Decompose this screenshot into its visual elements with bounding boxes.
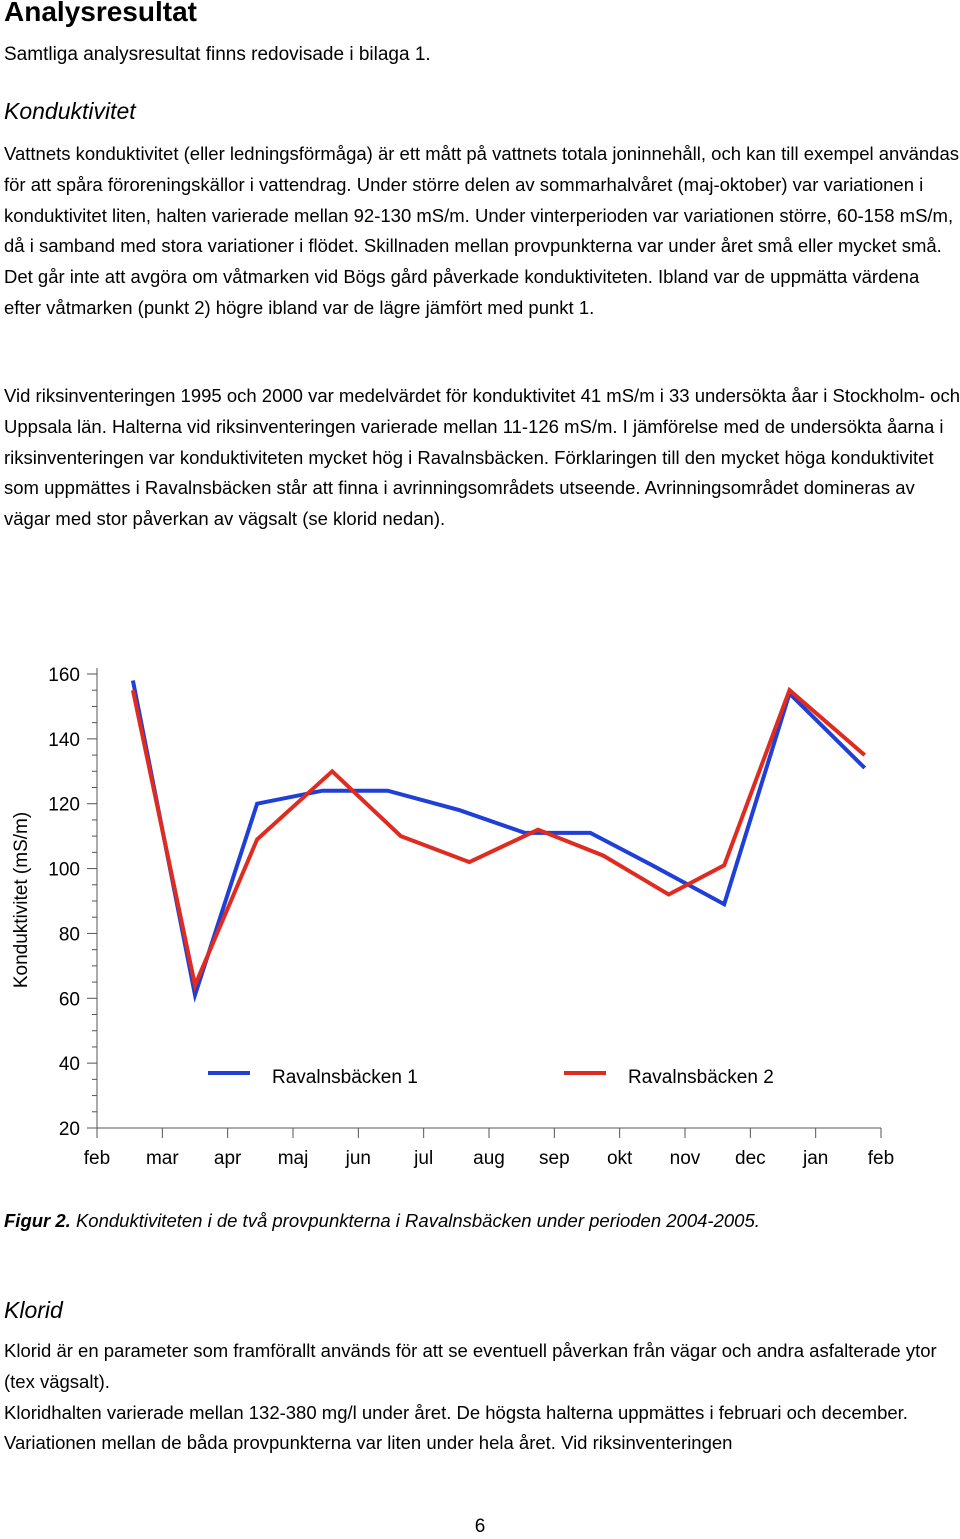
y-tick-label: 60 bbox=[59, 989, 80, 1010]
x-tick-label: feb bbox=[868, 1148, 894, 1169]
figure-caption: Figur 2. Konduktiviteten i de två provpu… bbox=[4, 1210, 760, 1232]
x-tick-label: nov bbox=[670, 1148, 701, 1169]
section-title-konduktivitet: Konduktivitet bbox=[4, 98, 136, 124]
y-axis: 20 40 60 80 100 120 140 160 bbox=[48, 665, 97, 1140]
x-tick-label: jun bbox=[345, 1148, 371, 1169]
figure-caption-text: Konduktiviteten i de två provpunkterna i… bbox=[70, 1210, 760, 1231]
chart-frame bbox=[96, 668, 881, 1129]
x-tick-label: jan bbox=[802, 1148, 828, 1169]
y-tick-label: 120 bbox=[48, 795, 80, 816]
y-tick-label: 20 bbox=[59, 1119, 80, 1140]
x-tick-label: aug bbox=[473, 1148, 505, 1169]
chart-series bbox=[130, 680, 867, 1003]
intro-text: Samtliga analysresultat finns redovisade… bbox=[4, 44, 431, 65]
x-tick-label: okt bbox=[607, 1148, 633, 1169]
y-tick-label: 100 bbox=[48, 860, 80, 881]
page-heading: Analysresultat bbox=[4, 0, 197, 27]
y-tick-label: 140 bbox=[48, 730, 80, 751]
y-tick-label: 160 bbox=[48, 665, 80, 686]
series-line bbox=[130, 686, 867, 992]
x-tick-label: jul bbox=[413, 1148, 433, 1169]
konduktivitet-paragraph-2: Vid riksinventeringen 1995 och 2000 var … bbox=[4, 381, 960, 535]
chart-legend: Ravalnsbäcken 1 Ravalnsbäcken 2 bbox=[208, 1067, 774, 1088]
legend-label: Ravalnsbäcken 1 bbox=[272, 1067, 418, 1088]
x-tick-label: maj bbox=[278, 1148, 309, 1169]
section-title-klorid: Klorid bbox=[4, 1297, 63, 1323]
x-tick-label: mar bbox=[146, 1148, 179, 1169]
x-axis: feb mar apr maj jun jul aug sep okt nov dec jan feb bbox=[84, 1128, 894, 1169]
series-line bbox=[130, 680, 867, 1003]
y-tick-label: 80 bbox=[59, 924, 80, 945]
y-tick-label: 40 bbox=[59, 1054, 80, 1075]
klorid-line-1: Klorid är en parameter som framförallt a… bbox=[4, 1340, 937, 1392]
klorid-line-2: Kloridhalten varierade mellan 132-380 mg… bbox=[4, 1401, 908, 1454]
konduktivitet-paragraph-1: Vattnets konduktivitet (eller ledningsfö… bbox=[4, 139, 960, 324]
x-tick-label: dec bbox=[735, 1148, 766, 1169]
klorid-paragraph: Klorid är en parameter som framförallt a… bbox=[4, 1336, 960, 1459]
x-tick-label: feb bbox=[84, 1148, 110, 1169]
conductivity-chart: 20 40 60 80 100 120 140 160 feb mar apr maj jun jul a… bbox=[11, 665, 894, 1169]
y-axis-label: Konduktivitet (mS/m) bbox=[11, 812, 32, 988]
figure-caption-label: Figur 2. bbox=[4, 1210, 71, 1231]
paragraph-text: Vattnets konduktivitet (eller ledningsfö… bbox=[4, 143, 959, 318]
legend-label: Ravalnsbäcken 2 bbox=[628, 1067, 774, 1088]
page-number: 6 bbox=[474, 1516, 486, 1537]
x-tick-label: apr bbox=[214, 1148, 242, 1169]
x-tick-label: sep bbox=[539, 1148, 570, 1169]
paragraph-text: Vid riksinventeringen 1995 och 2000 var … bbox=[4, 385, 960, 530]
